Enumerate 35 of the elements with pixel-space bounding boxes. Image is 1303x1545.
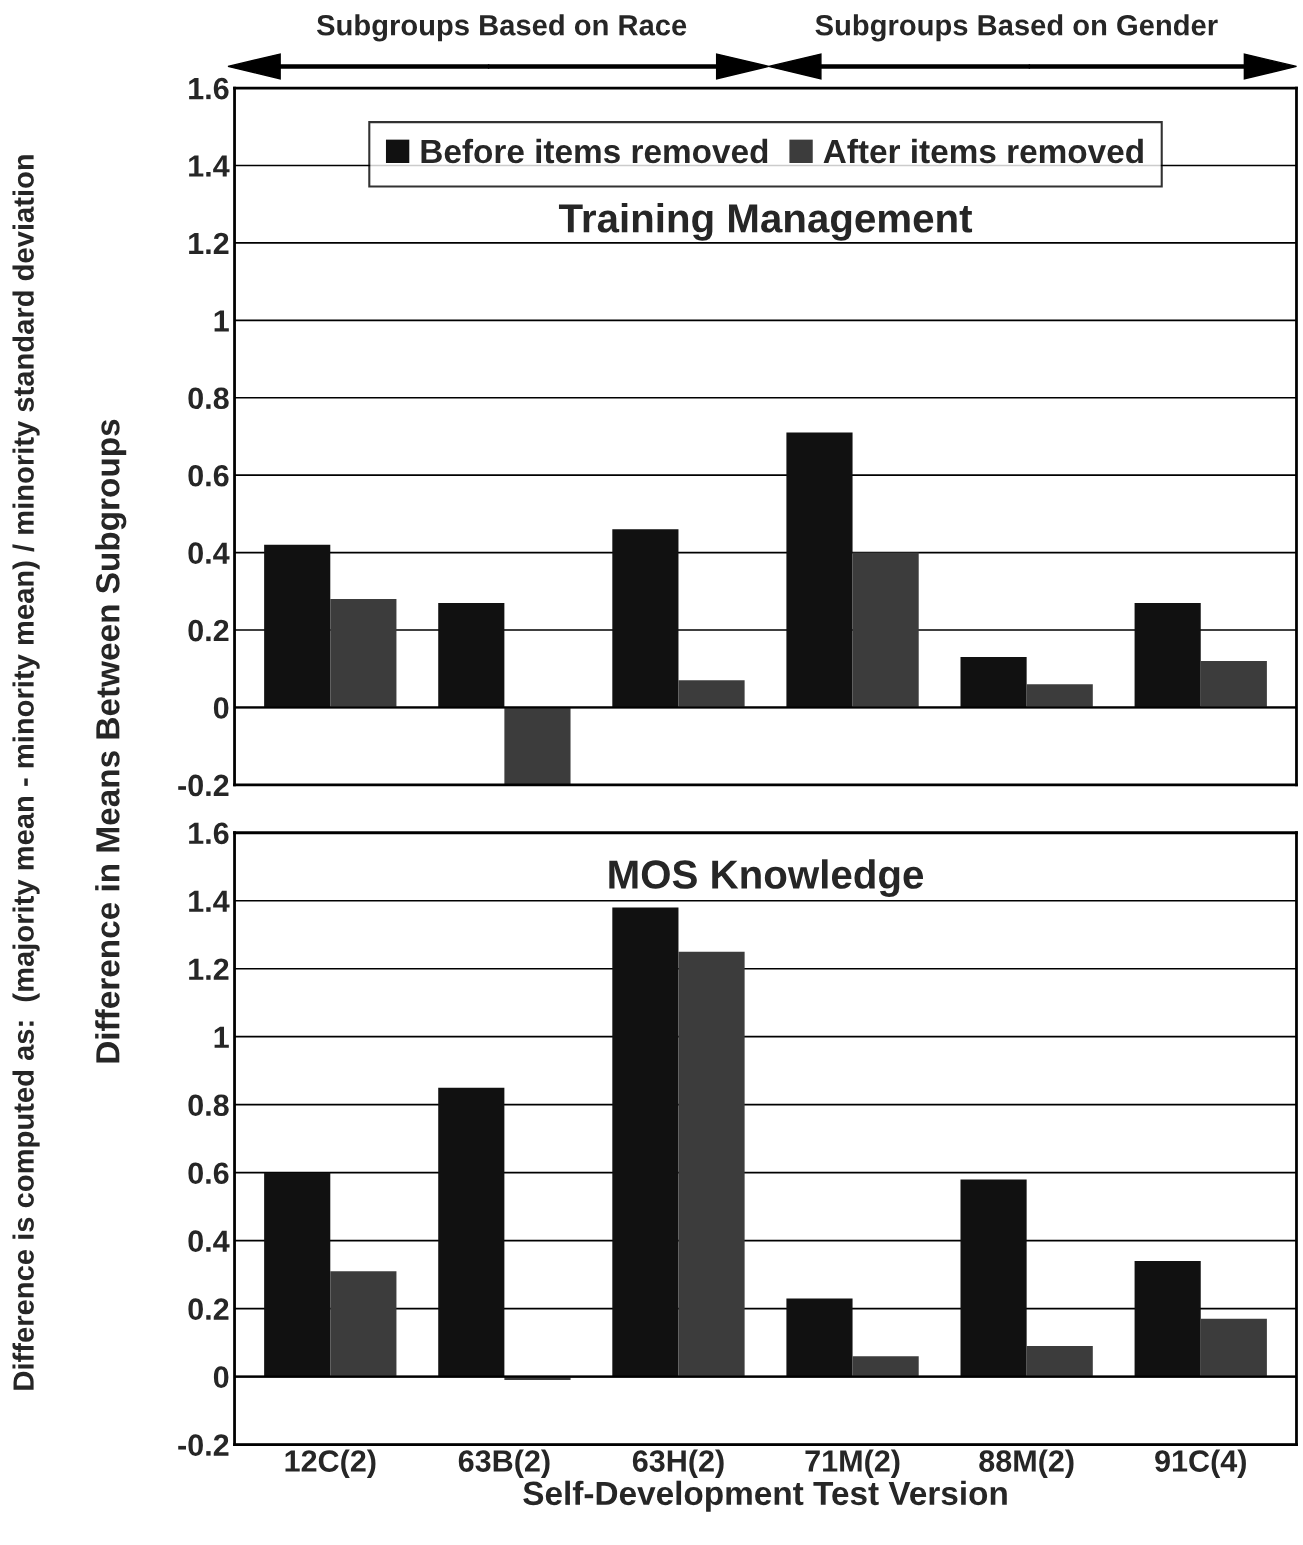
x-tick-label: 71M(2) [805, 1449, 900, 1478]
x-axis-title: Self-Development Test Version [523, 1480, 1007, 1512]
y-tick-label: 0.8 [188, 387, 229, 410]
y-tick-label: 0.6 [188, 1162, 229, 1185]
y-tick-label: -0.2 [178, 774, 229, 797]
y-tick-label: 0 [213, 1366, 229, 1388]
y-tick-label: 0.4 [188, 1230, 230, 1253]
x-tick-label: 12C(2) [285, 1449, 376, 1478]
y-tick-label: 1.2 [189, 958, 229, 980]
y-tick-label: 1.2 [189, 232, 229, 254]
y-tick-label: 1 [214, 1026, 229, 1048]
x-tick-label: 63B(2) [458, 1449, 550, 1478]
x-tick-label: 91C(4) [1155, 1449, 1246, 1478]
y-tick-label: 0.4 [188, 542, 230, 564]
y-tick-label: 1.6 [189, 77, 229, 100]
y-tick-label: 1.6 [189, 822, 229, 845]
y-tick-label: 0 [213, 697, 229, 719]
y-tick-label: 0.2 [188, 1298, 229, 1320]
text: Subgroups Based on Race [316, 14, 687, 42]
y-axis-title: Difference in Means Between Subgroups [95, 419, 127, 1063]
y-tick-label: 1.4 [189, 890, 230, 912]
x-tick-label: 63H(2) [632, 1449, 724, 1478]
y-tick-label: 0.6 [188, 464, 229, 487]
y-tick-label: 1 [214, 310, 229, 332]
legend-label: Before items removed [421, 138, 768, 164]
y-tick-label: 0.8 [188, 1094, 229, 1117]
legend-label: After items removed [823, 138, 1143, 164]
y-tick-label: 0.2 [188, 619, 229, 642]
text: Subgroups Based on Gender [815, 14, 1218, 42]
text: Difference is computed as: (majority mean - minority mean) / minority standard deviation [12, 155, 40, 1390]
y-tick-label: -0.2 [178, 1434, 229, 1456]
y-tick-label: 1.4 [189, 155, 230, 177]
text: Training Management [558, 203, 973, 241]
x-tick-label: 88M(2) [979, 1449, 1074, 1478]
text: MOS Knowledge [609, 859, 924, 897]
